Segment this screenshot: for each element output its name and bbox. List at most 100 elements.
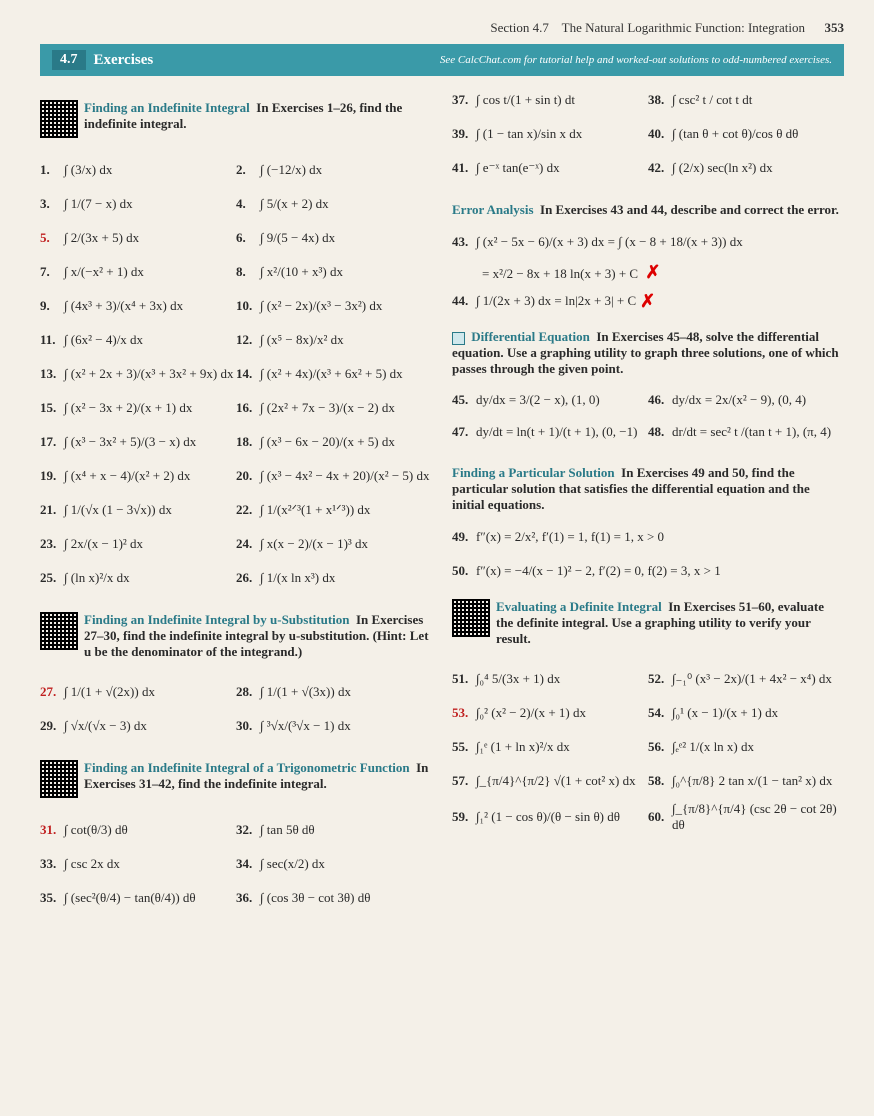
exercise-number: 53. [452, 705, 476, 721]
exercise-expr: ∫₀^{π/8} 2 tan x/(1 − tan² x) dx [672, 773, 832, 789]
exercise-number: 17. [40, 434, 64, 450]
exercise-number: 12. [236, 332, 260, 348]
cross-icon: ✗ [640, 291, 655, 312]
exercise-43-line2: = x²/2 − 8x + 18 ln(x + 3) + C ✗ [482, 262, 844, 283]
exercise-item: 51.∫₀⁴ 5/(3x + 1) dx [452, 665, 648, 693]
exercise-number: 16. [236, 400, 260, 416]
exercise-item: 10.∫ (x² − 2x)/(x³ − 3x²) dx [236, 292, 432, 320]
exercise-list-top: 37.∫ cos t/(1 + sin t) dt 38.∫ csc² t / c… [452, 86, 844, 188]
exercise-item: 26.∫ 1/(x ln x³) dx [236, 564, 432, 592]
exercise-expr: ∫ (x³ − 6x − 20)/(x + 5) dx [260, 434, 395, 450]
exercise-expr: dy/dx = 2x/(x² − 9), (0, 4) [672, 392, 806, 408]
exercise-number: 48. [648, 424, 672, 440]
definite-title: Evaluating a Definite Integral [496, 599, 662, 614]
exercise-number: 47. [452, 424, 476, 440]
exercise-expr: ∫ cos t/(1 + sin t) dt [476, 92, 575, 108]
exercise-item: 60.∫_{π/8}^{π/4} (csc 2θ − cot 2θ) dθ [648, 801, 844, 833]
exercise-expr: ∫ 2x/(x − 1)² dx [64, 536, 143, 552]
exercise-number: 37. [452, 92, 476, 108]
exercise-number: 24. [236, 536, 260, 552]
exercise-list-def: 51.∫₀⁴ 5/(3x + 1) dx52.∫₋₁⁰ (x³ − 2x)/(1… [452, 665, 844, 839]
exercise-item: 50.f″(x) = −4/(x − 1)² − 2, f′(2) = 0, f… [452, 557, 844, 585]
exercise-item: 1.∫ (3/x) dx [40, 156, 236, 184]
group-b-title: Finding an Indefinite Integral by u-Subs… [84, 612, 349, 627]
exercise-number: 59. [452, 809, 476, 825]
exercise-expr: ∫ 1/(1 + √(2x)) dx [64, 684, 155, 700]
exercise-item: 56.∫ₑᵉ² 1/(x ln x) dx [648, 733, 844, 761]
exercise-expr: ∫ 1/(1 + √(3x)) dx [260, 684, 351, 700]
exercise-number: 60. [648, 809, 672, 825]
exercise-item: 28.∫ 1/(1 + √(3x)) dx [236, 678, 432, 706]
exercise-expr: dy/dt = ln(t + 1)/(t + 1), (0, −1) [476, 424, 637, 440]
exercise-item: 42.∫ (2/x) sec(ln x²) dx [648, 154, 844, 182]
exercise-item: 48.dr/dt = sec² t /(tan t + 1), (π, 4) [648, 419, 844, 445]
exercise-expr: ∫₀² (x² − 2)/(x + 1) dx [476, 705, 586, 721]
exercise-list-part: 49.f″(x) = 2/x², f′(1) = 1, f(1) = 1, x … [452, 523, 844, 585]
exercise-expr: ∫ csc 2x dx [64, 856, 120, 872]
exercise-item: 6.∫ 9/(5 − 4x) dx [236, 224, 432, 252]
exercise-expr: ∫ (6x² − 4)/x dx [64, 332, 143, 348]
exercise-expr: ∫ (x³ − 3x² + 5)/(3 − x) dx [64, 434, 196, 450]
exercise-expr: ∫ 1/(2x + 3) dx = ln|2x + 3| + C [476, 293, 636, 309]
exercise-number: 32. [236, 822, 260, 838]
exercise-number: 36. [236, 890, 260, 906]
exercise-expr: ∫ (1 − tan x)/sin x dx [476, 126, 582, 142]
group-c-title: Finding an Indefinite Integral of a Trig… [84, 760, 410, 775]
exercise-expr: ∫ x/(−x² + 1) dx [64, 264, 144, 280]
exercise-number: 46. [648, 392, 672, 408]
exercise-item: 38.∫ csc² t / cot t dt [648, 86, 844, 114]
exercise-item: 54.∫₀¹ (x − 1)/(x + 1) dx [648, 699, 844, 727]
exercise-expr: ∫ x(x − 2)/(x − 1)³ dx [260, 536, 368, 552]
exercise-number: 33. [40, 856, 64, 872]
exercise-43: 43. ∫ (x² − 5x − 6)/(x + 3) dx = ∫ (x − … [452, 228, 844, 256]
group-a-title: Finding an Indefinite Integral [84, 100, 250, 115]
exercise-expr: ∫ csc² t / cot t dt [672, 92, 752, 108]
exercise-item: 5.∫ 2/(3x + 5) dx [40, 224, 236, 252]
exercise-item: 12.∫ (x⁵ − 8x)/x² dx [236, 326, 432, 354]
exercise-expr: ∫ 1/(7 − x) dx [64, 196, 133, 212]
exercise-expr: ∫ (ln x)²/x dx [64, 570, 130, 586]
exercise-expr: ∫ e⁻ˣ tan(e⁻ˣ) dx [476, 160, 560, 176]
exercise-expr: ∫ₑᵉ² 1/(x ln x) dx [672, 739, 754, 755]
graphing-icon [452, 332, 465, 345]
page-header: Section 4.7 The Natural Logarithmic Func… [40, 20, 844, 36]
exercise-item: 58.∫₀^{π/8} 2 tan x/(1 − tan² x) dx [648, 767, 844, 795]
exercise-expr: dr/dt = sec² t /(tan t + 1), (π, 4) [672, 424, 831, 440]
exercise-number: 42. [648, 160, 672, 176]
exercise-number: 49. [452, 529, 476, 545]
exercise-expr: ∫ (sec²(θ/4) − tan(θ/4)) dθ [64, 890, 196, 906]
exercise-item: 35.∫ (sec²(θ/4) − tan(θ/4)) dθ [40, 884, 236, 912]
exercise-item: 3.∫ 1/(7 − x) dx [40, 190, 236, 218]
exercise-number: 8. [236, 264, 260, 280]
exercise-number: 29. [40, 718, 64, 734]
exercise-item: 16.∫ (2x² + 7x − 3)/(x − 2) dx [236, 394, 432, 422]
exercise-expr: ∫_{π/4}^{π/2} √(1 + cot² x) dx [476, 773, 636, 789]
exercise-item: 47.dy/dt = ln(t + 1)/(t + 1), (0, −1) [452, 419, 648, 445]
exercise-number: 26. [236, 570, 260, 586]
exercise-item: 59.∫₁² (1 − cos θ)/(θ − sin θ) dθ [452, 801, 648, 833]
exercise-number: 58. [648, 773, 672, 789]
exercise-item: 20.∫ (x³ − 4x² − 4x + 20)/(x² − 5) dx [236, 462, 432, 490]
exercise-number: 23. [40, 536, 64, 552]
exercise-expr: ∫ (x⁵ − 8x)/x² dx [260, 332, 344, 348]
exercise-item: 24.∫ x(x − 2)/(x − 1)³ dx [236, 530, 432, 558]
exercise-expr: ∫_{π/8}^{π/4} (csc 2θ − cot 2θ) dθ [672, 801, 844, 833]
exercise-item: 25.∫ (ln x)²/x dx [40, 564, 236, 592]
exercise-expr: ∫ (x⁴ + x − 4)/(x² + 2) dx [64, 468, 190, 484]
exercise-list-b: 27.∫ 1/(1 + √(2x)) dx28.∫ 1/(1 + √(3x)) … [40, 678, 432, 746]
exercise-number: 2. [236, 162, 260, 178]
diff-eq-title: Differential Equation [471, 329, 590, 344]
exercise-item: 18.∫ (x³ − 6x − 20)/(x + 5) dx [236, 428, 432, 456]
exercise-expr: ∫ cot(θ/3) dθ [64, 822, 128, 838]
exercise-expr: ∫ (x² + 4x)/(x³ + 6x² + 5) dx [260, 366, 403, 382]
exercise-expr: ∫ (4x³ + 3)/(x⁴ + 3x) dx [64, 298, 183, 314]
exercise-number: 3. [40, 196, 64, 212]
exercise-item: 30.∫ ³√x/(³√x − 1) dx [236, 712, 432, 740]
exercise-expr: ∫₀⁴ 5/(3x + 1) dx [476, 671, 560, 687]
group-c-header: Finding an Indefinite Integral of a Trig… [40, 760, 432, 798]
particular-title: Finding a Particular Solution [452, 465, 615, 480]
exercise-number: 55. [452, 739, 476, 755]
exercise-expr: f″(x) = 2/x², f′(1) = 1, f(1) = 1, x > 0 [476, 529, 664, 545]
exercise-expr: ∫ 2/(3x + 5) dx [64, 230, 139, 246]
exercise-number: 15. [40, 400, 64, 416]
